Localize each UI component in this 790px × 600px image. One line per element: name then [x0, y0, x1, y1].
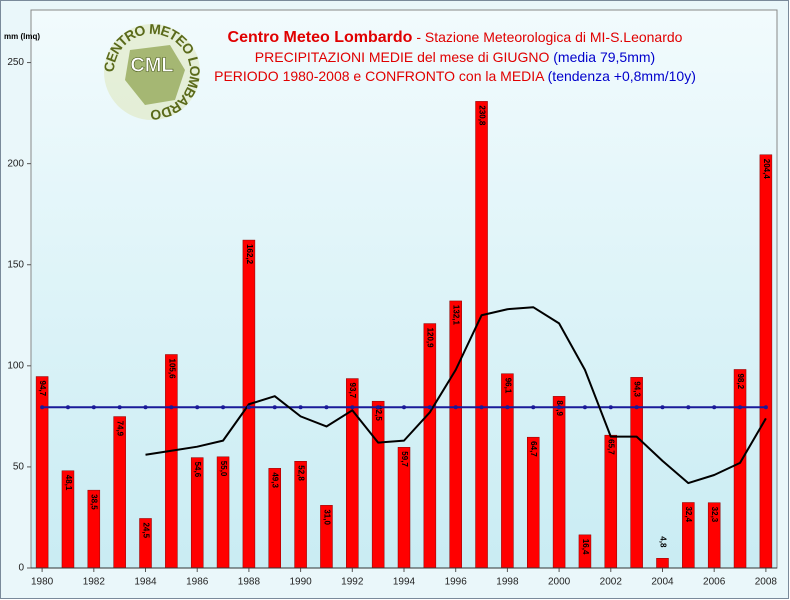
value-label: 16,4	[581, 539, 590, 555]
subtitle: PRECIPITAZIONI MEDIE del mese di GIUGNO …	[255, 49, 655, 65]
marker	[376, 405, 381, 410]
line	[145, 306, 767, 485]
marker	[169, 405, 174, 410]
value-label: 120,9	[426, 328, 435, 349]
y-tick-label: 0	[18, 563, 24, 574]
subtitle: PERIODO 1980-2008 e CONFRONTO con la MED…	[214, 68, 696, 84]
bar	[526, 436, 540, 569]
marker	[479, 405, 484, 410]
marker	[712, 405, 717, 410]
marker	[660, 405, 665, 410]
value-label: 52,8	[296, 465, 305, 481]
marker	[531, 405, 536, 410]
x-tick-label: 1986	[186, 577, 209, 588]
x-tick-label: 2006	[703, 577, 726, 588]
value-label: 48,1	[64, 475, 73, 491]
value-label: 93,7	[348, 383, 357, 399]
value-label: 98,2	[736, 373, 745, 389]
marker	[195, 405, 200, 410]
marker	[40, 405, 45, 410]
marker	[117, 405, 122, 410]
marker	[686, 405, 691, 410]
marker	[246, 405, 251, 410]
y-tick-label: 100	[7, 360, 24, 371]
value-label: 32,3	[710, 507, 719, 523]
value-label: 162,2	[245, 244, 254, 265]
y-axis-label: mm (lmq)	[4, 32, 40, 41]
bar	[759, 154, 773, 569]
x-tick-label: 1980	[31, 577, 54, 588]
marker	[557, 405, 562, 410]
x-tick-label: 1982	[83, 577, 106, 588]
value-label: 49,3	[271, 472, 280, 488]
x-tick-label: 1990	[289, 577, 312, 588]
bar	[113, 416, 126, 569]
marker	[143, 405, 148, 410]
value-label: 65,7	[607, 439, 616, 455]
marker	[505, 405, 510, 410]
value-label: 32,4	[684, 506, 693, 522]
value-label: 94,3	[633, 381, 642, 397]
marker	[453, 405, 458, 410]
value-label: 82,5	[374, 405, 383, 421]
marker	[91, 405, 96, 410]
marker	[350, 405, 355, 410]
x-tick-label: 2004	[651, 577, 674, 588]
marker	[65, 405, 70, 410]
marker	[608, 405, 613, 410]
bar	[165, 354, 178, 569]
value-label: 96,1	[503, 378, 512, 394]
x-tick-label: 1998	[496, 577, 519, 588]
value-label: 54,6	[193, 462, 202, 478]
x-tick-label: 2000	[548, 577, 571, 588]
bar	[501, 373, 514, 569]
marker	[298, 405, 303, 410]
x-tick-label: 1996	[445, 577, 468, 588]
y-tick-label: 200	[7, 158, 24, 169]
marker	[634, 405, 639, 410]
value-label: 31,0	[322, 509, 331, 525]
bar	[733, 369, 747, 569]
value-label: 204,4	[762, 159, 771, 180]
marker	[402, 405, 406, 410]
value-label: 24,5	[141, 522, 150, 538]
bar	[35, 376, 49, 569]
value-label: 64,7	[529, 441, 538, 457]
value-label: 230,8	[477, 105, 486, 126]
value-label: 4,8	[658, 536, 667, 548]
value-label: 38,5	[90, 494, 99, 510]
x-tick-label: 1984	[134, 577, 157, 588]
bar	[371, 400, 385, 569]
bar	[475, 101, 488, 569]
x-tick-label: 1994	[393, 577, 416, 588]
marker	[738, 405, 743, 410]
y-tick-label: 150	[7, 259, 24, 270]
x-tick-label: 1988	[238, 577, 261, 588]
value-label: 132,1	[452, 305, 461, 326]
marker	[221, 405, 226, 410]
bar	[656, 558, 669, 569]
bar	[449, 300, 462, 569]
x-tick-label: 1992	[341, 577, 364, 588]
value-label: 74,9	[116, 421, 125, 437]
bar	[423, 323, 437, 569]
value-label: 55,0	[219, 461, 228, 477]
y-tick-label: 250	[7, 57, 24, 68]
logo-initials: CML	[130, 54, 173, 76]
bar	[552, 396, 566, 569]
marker	[272, 405, 277, 410]
marker	[763, 405, 768, 410]
marker	[427, 405, 432, 410]
value-label: 105,6	[167, 359, 176, 380]
value-label: 59,7	[400, 451, 409, 467]
y-tick-label: 50	[13, 462, 25, 473]
marker	[324, 405, 329, 410]
marker	[582, 405, 587, 410]
x-tick-label: 2008	[755, 577, 778, 588]
title: Centro Meteo Lombardo - Stazione Meteoro…	[228, 29, 683, 47]
x-tick-label: 2002	[600, 577, 623, 588]
bar	[604, 434, 618, 569]
value-label: 94,7	[38, 381, 47, 397]
